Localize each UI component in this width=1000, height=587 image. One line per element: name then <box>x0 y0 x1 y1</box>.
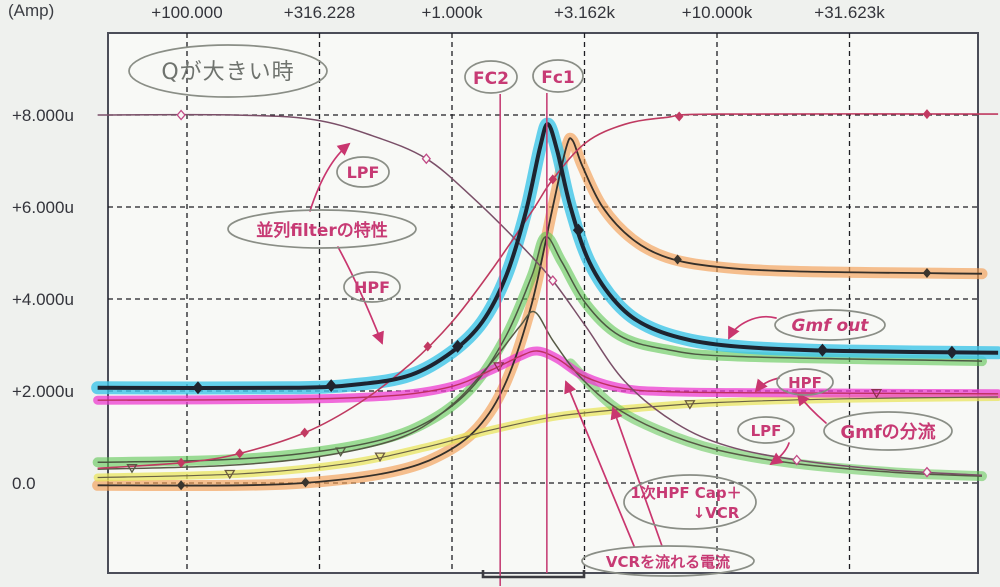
marker-olive_hump <box>126 463 138 474</box>
marker-hpf_thin <box>548 174 558 185</box>
marker-lpf_thin <box>421 153 431 165</box>
gmf-shunt-oval <box>823 411 953 451</box>
curve-gmf_out <box>97 122 999 391</box>
data-markers <box>126 109 958 491</box>
hpf-left-label: HPF <box>354 278 390 297</box>
lpf-right-oval <box>737 416 795 444</box>
fc2-oval <box>464 60 518 94</box>
marker-hpf_thin <box>300 427 309 438</box>
hpf1-cap-vcr-oval <box>623 474 757 530</box>
vcr-current-oval <box>581 545 755 577</box>
marker-hpf_thin <box>423 341 432 352</box>
marker-lpf_thin <box>922 466 932 478</box>
hand-annotations: Qが大きい時 LPF 並列filterの特性 HPF FC2 Fc1 Gmf o… <box>128 44 953 579</box>
marker-lpf_thin <box>176 109 186 121</box>
vcr-current-label: VCRを流れる電流 <box>606 553 730 571</box>
y-tick-label: 0.0 <box>12 474 36 493</box>
arrow-to-hpf-curve <box>337 246 384 345</box>
y-tick-label: +6.000u <box>12 198 74 217</box>
gmf-shunt-label: Gmfの分流 <box>840 421 935 443</box>
axis-labels: (Amp) +100.000 +316.228 +1.000k +3.162k +10.… <box>8 1 885 493</box>
marker-lpf_thin <box>548 275 558 287</box>
marker-orange_bandpass <box>176 480 186 491</box>
arrow-vcr-current-2 <box>610 406 663 547</box>
curve-orange_bandpass <box>97 137 983 487</box>
lpf-left-label: LPF <box>347 163 380 182</box>
x-tick-label: +3.162k <box>554 3 615 22</box>
curve-yellow_hpf1 <box>97 396 999 479</box>
marker-gmf_out <box>325 379 337 393</box>
parallel-filter-label: 並列filterの特性 <box>256 220 387 241</box>
x-tick-label: +316.228 <box>284 3 355 22</box>
hpf-left-oval <box>343 271 401 303</box>
arrow-lpf-right <box>769 442 790 466</box>
arrow-vcr-current-1 <box>564 380 635 547</box>
parallel-filter-oval <box>227 209 417 249</box>
arrow-hpf-right <box>754 377 780 393</box>
curve-lines <box>97 113 999 487</box>
arrow-gmf-shunt <box>796 392 827 424</box>
gmf-out-oval <box>774 309 886 341</box>
marker-orange_bandpass <box>301 477 310 488</box>
y-tick-label: +4.000u <box>12 290 74 309</box>
gmf-out-label: Gmf out <box>792 316 870 336</box>
q-note-label: Qが大きい時 <box>161 60 294 85</box>
curve-green_main <box>97 236 983 464</box>
hpf1-vcr-label: ↓VCR <box>693 504 740 522</box>
curve-magenta_hpf_shunt <box>97 350 999 401</box>
marker-gmf_out <box>452 339 464 353</box>
y-tick-label: +8.000u <box>12 106 74 125</box>
x-tick-label: +10.000k <box>682 3 753 22</box>
marker-yellow_hpf1 <box>684 400 696 410</box>
x-tick-label: +31.623k <box>814 3 885 22</box>
marker-orange_bandpass <box>922 268 932 279</box>
marker-magenta_hpf_shunt <box>870 389 883 399</box>
marker-hpf_thin <box>922 109 932 120</box>
arrow-to-lpf-curve <box>309 142 351 212</box>
arrow-gmf-out <box>728 315 777 340</box>
curve-hpf_thin <box>97 113 999 470</box>
hpf1-cap-label: 1次HPF Cap＋ <box>630 484 741 502</box>
y-tick-label: +2.000u <box>12 382 74 401</box>
fc-range-bracket <box>481 570 586 579</box>
fc1-label: Fc1 <box>541 68 575 88</box>
marker-olive_hump <box>335 447 347 457</box>
x-tick-label: +1.000k <box>422 3 483 22</box>
marker-hpf_thin <box>235 448 244 459</box>
lpf-right-label: LPF <box>751 422 782 440</box>
marker-gmf_out <box>816 343 828 357</box>
marker-lpf_thin <box>792 454 802 466</box>
hpf-right-label: HPF <box>788 374 822 392</box>
marker-hpf_thin <box>674 111 684 122</box>
fc2-label: FC2 <box>473 69 509 89</box>
marker-gmf_out <box>946 345 958 359</box>
marker-gmf_out <box>192 381 204 395</box>
lpf-left-oval <box>336 156 390 188</box>
marker-orange_bandpass <box>673 254 682 265</box>
amp-unit-label: (Amp) <box>8 1 54 20</box>
marker-gmf_out <box>572 223 584 237</box>
marker-yellow_hpf1 <box>224 469 236 480</box>
fc-cursor-lines <box>499 93 548 586</box>
q-note-oval <box>128 44 328 98</box>
hpf-right-oval <box>776 368 834 396</box>
x-tick-label: +100.000 <box>151 3 222 22</box>
marker-yellow_hpf1 <box>374 452 386 463</box>
marker-hpf_thin <box>176 457 186 468</box>
fc1-oval <box>532 59 584 93</box>
